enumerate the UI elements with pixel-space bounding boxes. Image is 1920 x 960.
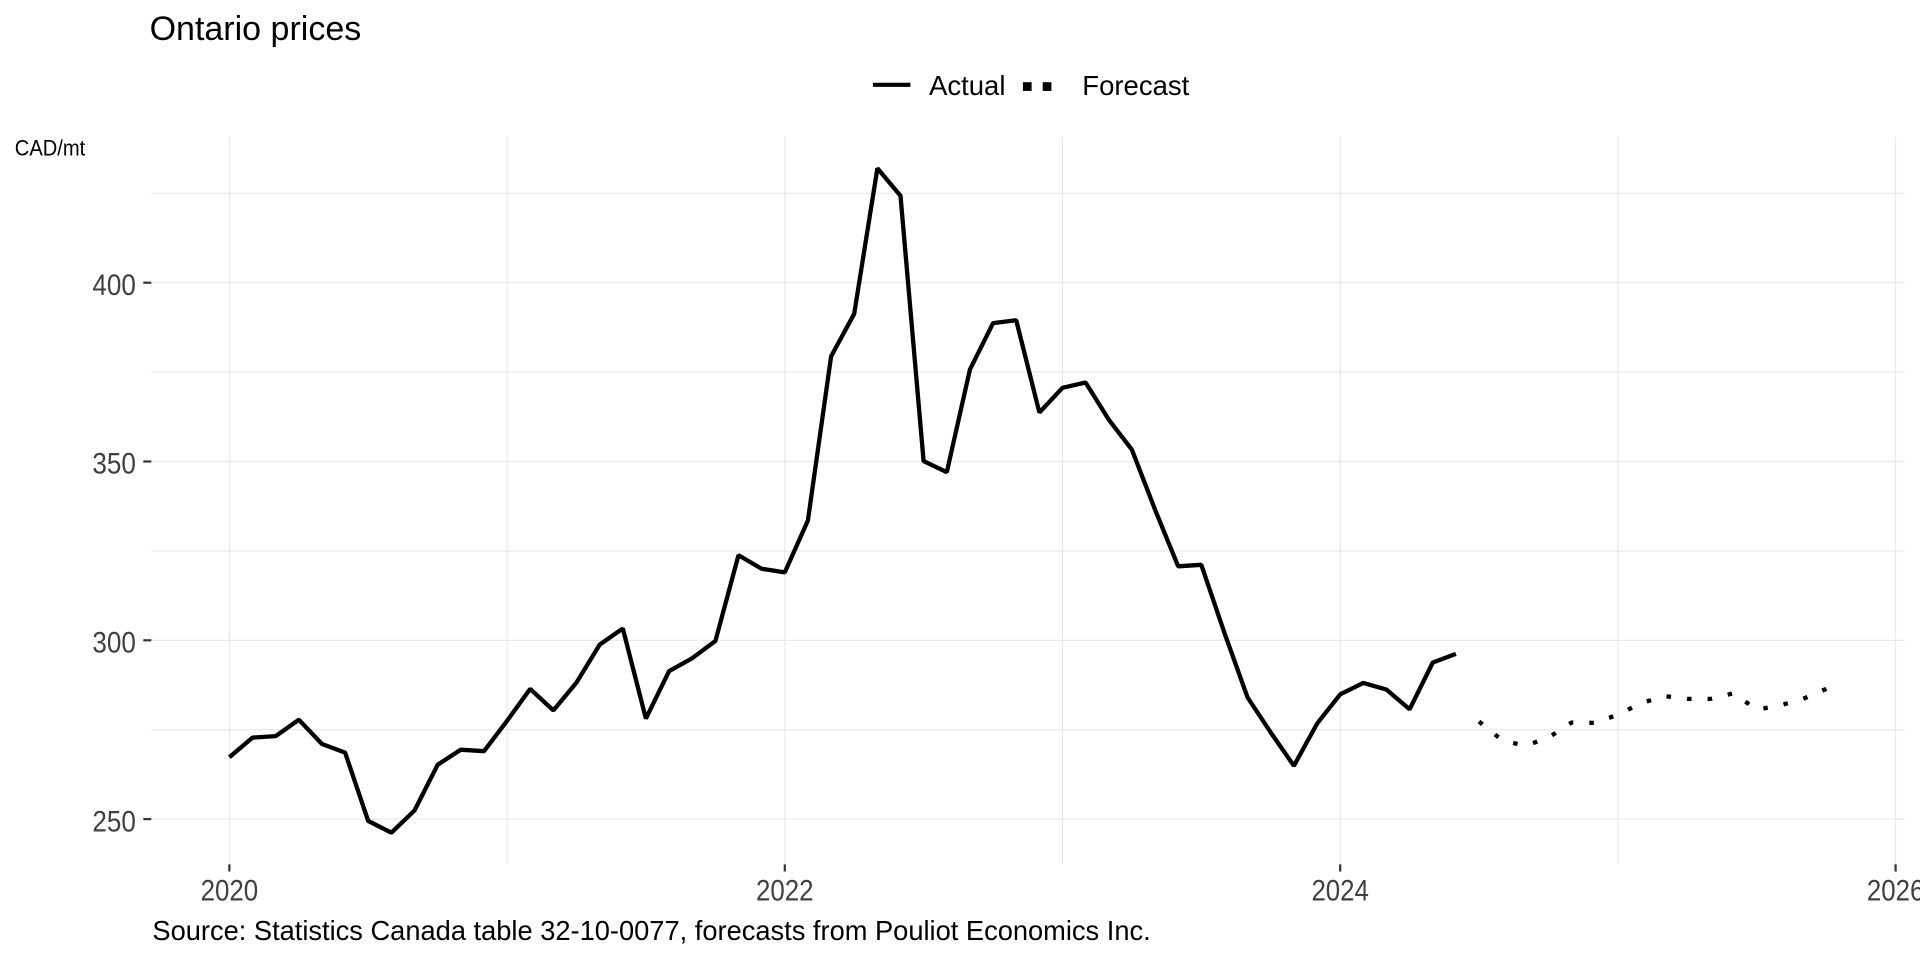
svg-text:2024: 2024 (1311, 875, 1369, 908)
svg-text:250: 250 (92, 805, 136, 838)
svg-text:2022: 2022 (756, 875, 814, 908)
svg-text:2020: 2020 (201, 875, 259, 908)
svg-text:Ontario prices: Ontario prices (150, 10, 362, 48)
svg-text:300: 300 (92, 627, 136, 660)
svg-text:350: 350 (92, 448, 136, 481)
svg-text:2026: 2026 (1867, 875, 1920, 908)
svg-text:CAD/mt: CAD/mt (15, 135, 86, 160)
svg-text:400: 400 (92, 269, 136, 302)
svg-text:Source: Statistics Canada tabl: Source: Statistics Canada table 32-10-00… (152, 915, 1150, 946)
svg-text:Forecast: Forecast (1082, 70, 1189, 101)
svg-text:Actual: Actual (929, 70, 1005, 101)
